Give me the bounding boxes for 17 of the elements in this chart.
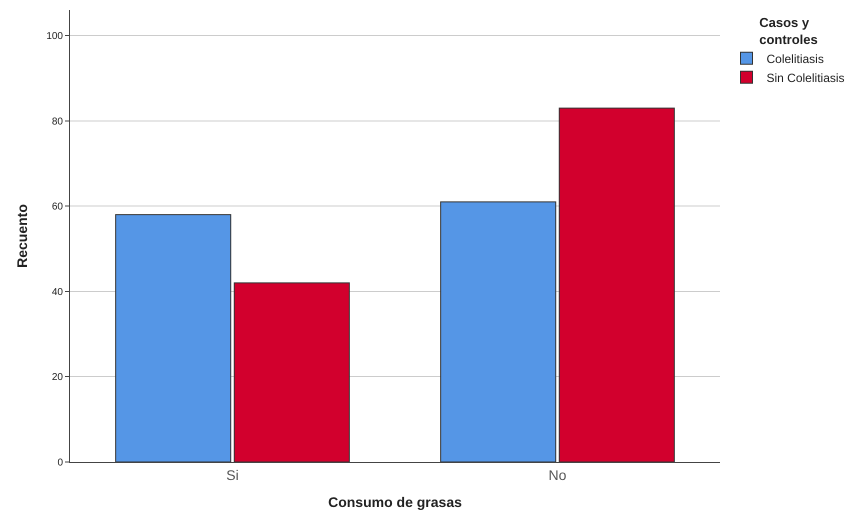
y-tick-label: 80	[52, 116, 64, 128]
bar	[440, 201, 556, 462]
x-axis-title: Consumo de grasas	[328, 494, 462, 510]
bar	[558, 108, 675, 462]
bar	[115, 214, 232, 462]
y-tick-label: 20	[52, 372, 64, 384]
x-tick-label: Si	[226, 466, 239, 483]
y-tick-label: 40	[52, 286, 64, 298]
x-tick-label: No	[548, 466, 567, 483]
y-axis-title: Recuento	[14, 204, 30, 268]
legend-label: Sin Colelitiasis	[766, 70, 845, 85]
bar	[234, 282, 350, 462]
y-tick-label: 100	[46, 31, 64, 42]
legend-label: Colelitiasis	[766, 52, 824, 66]
y-tick-label: 60	[52, 202, 64, 213]
legend-title: Casos y controles	[759, 14, 818, 47]
y-tick-label: 0	[57, 458, 64, 468]
